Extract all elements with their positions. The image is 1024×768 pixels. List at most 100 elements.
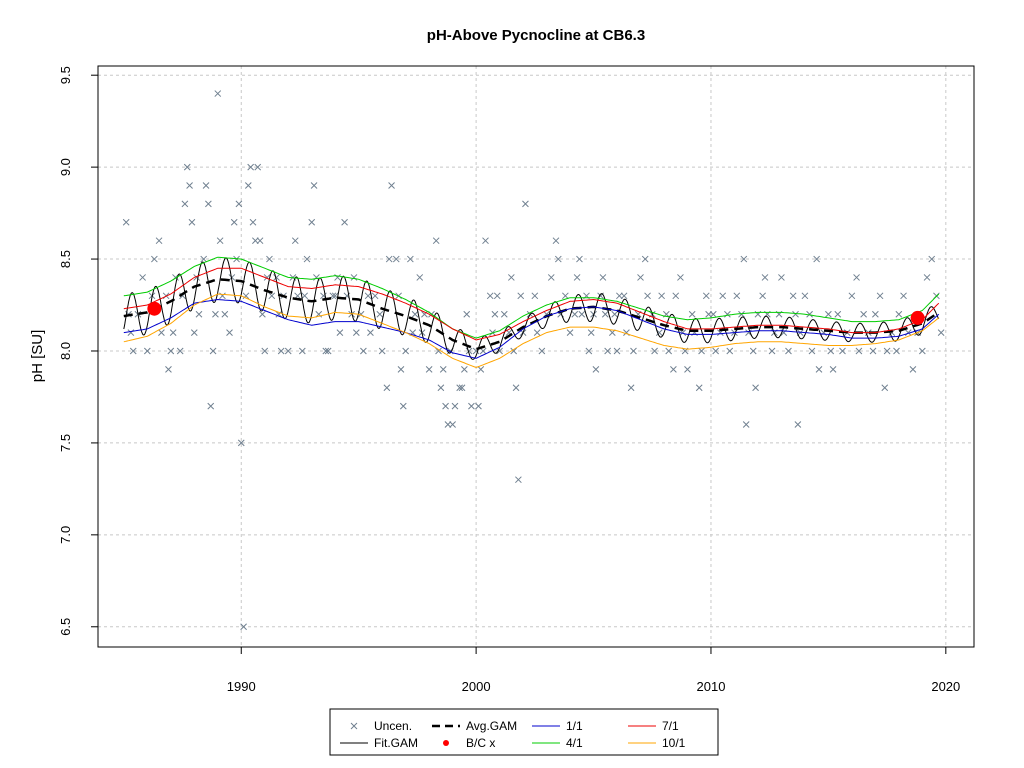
data-point [869,347,877,355]
data-point [352,329,360,336]
data-point [611,310,619,318]
data-point [576,255,583,263]
data-point [679,329,687,336]
data-point [512,384,520,392]
data-point [900,292,907,300]
data-point [801,292,809,300]
data-point [240,623,247,631]
legend-box [329,708,719,756]
data-point [212,310,219,318]
data-point [670,366,677,373]
data-point [165,366,172,373]
data-point [324,347,332,355]
data-point [510,347,518,355]
data-point [881,384,889,392]
data-point [749,347,757,355]
data-point [301,292,309,300]
legend-item: 7/1 [628,719,679,733]
data-point [277,347,285,355]
data-point [195,310,203,318]
data-point [388,182,395,189]
scatter-points [122,90,945,631]
data-point [719,292,727,300]
data-point [538,347,546,355]
data-point [207,402,215,410]
data-point [376,310,384,318]
data-point [637,274,644,281]
data-point [237,439,245,447]
legend-item: 4/1 [532,736,583,750]
data-point [677,274,684,281]
y-tick-label: 7.0 [58,526,73,544]
data-point [167,347,175,355]
data-point [259,310,266,318]
data-point [601,310,609,318]
data-point [336,329,344,336]
legend-label: Uncen. [374,719,412,733]
data-point [402,347,410,355]
data-point [242,292,250,300]
data-point [479,347,487,355]
legend-label: Fit.GAM [374,736,418,750]
x-tick-label: 2000 [462,679,491,694]
data-point [848,292,856,300]
data-point [284,347,292,355]
data-point [672,292,680,300]
data-point [129,347,137,355]
data-point [475,402,482,410]
data-point [684,366,691,373]
data-point [411,310,419,318]
data-point [432,237,440,245]
data-point [425,366,433,373]
y-tick-label: 9.0 [58,158,73,176]
data-point [688,310,696,318]
data-point [876,292,884,300]
data-point [825,310,832,318]
data-point [665,347,673,355]
data-point [860,310,867,318]
data-point [364,292,372,300]
x-tick-label: 1990 [227,679,256,694]
data-point [181,200,189,208]
data-point [613,347,621,355]
data-point [205,200,212,208]
data-point [190,329,198,336]
data-point [275,310,283,318]
data-point [158,329,165,336]
data-point [552,237,560,245]
data-point [651,347,658,355]
data-point [221,310,229,318]
data-point [456,384,464,392]
data-point [726,347,734,355]
data-point [139,274,146,281]
series-line-avg-gam [123,278,940,351]
data-point [183,163,191,171]
data-point [261,347,269,355]
data-point [392,255,400,263]
y-tick-label: 8.0 [58,342,73,360]
data-point [463,310,471,318]
data-point [303,255,311,263]
data-point [122,218,130,226]
data-point [566,329,574,336]
data-point [226,329,233,336]
data-point [928,255,936,263]
chart-title: pH-Above Pycnocline at CB6.3 [427,27,645,44]
data-point [209,347,217,355]
data-point [630,347,637,355]
y-axis: 6.5 7.0 7.5 8.0 8.5 9.0 9.5 [58,66,98,636]
legend-label: B/C x [466,736,495,750]
data-point [308,218,316,226]
data-point [143,347,151,355]
series-line-7-1 [123,267,940,341]
data-point [350,274,358,281]
data-point [127,329,135,336]
data-point [813,255,821,263]
data-point [439,366,447,373]
data-point [341,218,348,226]
data-point [461,366,468,373]
data-point [740,255,748,263]
data-point [604,347,611,355]
plot-area [122,90,945,631]
